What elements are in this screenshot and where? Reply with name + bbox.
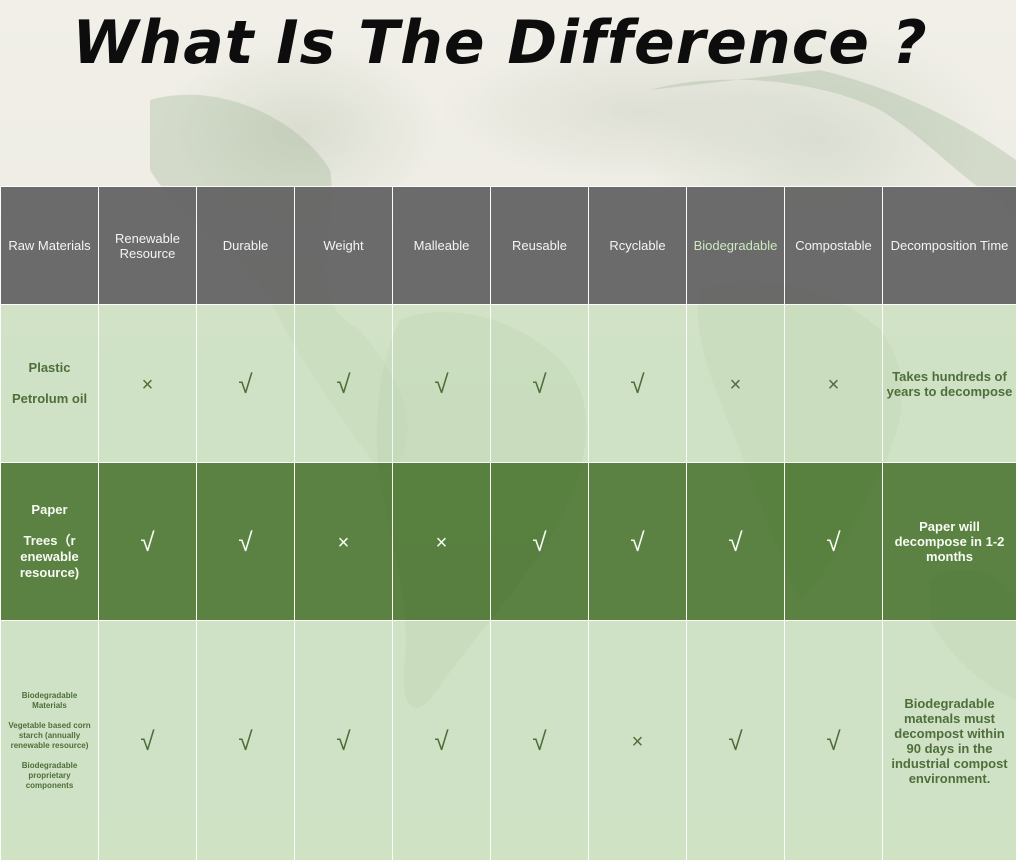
check-mark-icon: √	[434, 726, 448, 756]
mark-renewable: √	[99, 621, 197, 861]
check-mark-icon: √	[728, 726, 742, 756]
check-mark-icon: √	[434, 369, 448, 399]
check-mark-icon: √	[532, 726, 546, 756]
check-mark-icon: √	[630, 527, 644, 557]
raw-material-name: Biodegradable Materials	[4, 691, 95, 711]
check-mark-icon: √	[336, 369, 350, 399]
header-durable: Durable	[197, 187, 295, 305]
mark-biodegradable: √	[687, 463, 785, 621]
header-row: Raw Materials Renewable Resource Durable…	[1, 187, 1016, 305]
mark-biodegradable: ×	[687, 305, 785, 463]
raw-material-source: Trees（r enewable resource)	[4, 533, 95, 581]
decomposition-time-cell: Biodegradable matenals must decompost wi…	[883, 621, 1016, 861]
header-weight: Weight	[295, 187, 393, 305]
check-mark-icon: √	[140, 726, 154, 756]
header-biodegradable: Biodegradable	[687, 187, 785, 305]
mark-reusable: √	[491, 463, 589, 621]
header-renewable-resource: Renewable Resource	[99, 187, 197, 305]
check-mark-icon: √	[826, 726, 840, 756]
check-mark-icon: √	[532, 369, 546, 399]
raw-material-name: Plastic	[4, 360, 95, 376]
mark-compostable: √	[785, 621, 883, 861]
raw-material-cell: Plastic Petrolum oil	[1, 305, 99, 463]
mark-renewable: ×	[99, 305, 197, 463]
decomposition-time-cell: Paper will decompose in 1-2 months	[883, 463, 1016, 621]
raw-material-source: Petrolum oil	[4, 391, 95, 407]
header-compostable: Compostable	[785, 187, 883, 305]
check-mark-icon: √	[630, 369, 644, 399]
mark-compostable: √	[785, 463, 883, 621]
check-mark-icon: √	[238, 726, 252, 756]
cross-mark-icon: ×	[142, 374, 154, 396]
mark-recyclable: √	[589, 463, 687, 621]
raw-material-source: Vegetable based corn starch (annually re…	[4, 721, 95, 751]
check-mark-icon: √	[238, 527, 252, 557]
mark-weight: √	[295, 305, 393, 463]
header-malleable: Malleable	[393, 187, 491, 305]
mark-malleable: √	[393, 621, 491, 861]
check-mark-icon: √	[826, 527, 840, 557]
header-raw-materials: Raw Materials	[1, 187, 99, 305]
mark-biodegradable: √	[687, 621, 785, 861]
mark-reusable: √	[491, 305, 589, 463]
cross-mark-icon: ×	[828, 374, 840, 396]
cross-mark-icon: ×	[436, 532, 448, 554]
page-title: What Is The Difference ?	[0, 8, 1000, 78]
check-mark-icon: √	[728, 527, 742, 557]
mark-compostable: ×	[785, 305, 883, 463]
cross-mark-icon: ×	[632, 731, 644, 753]
check-mark-icon: √	[238, 369, 252, 399]
mark-recyclable: ×	[589, 621, 687, 861]
table-row-plastic: Plastic Petrolum oil × √ √ √ √ √ × × Tak…	[1, 305, 1016, 463]
header-decomposition-time: Decomposition Time	[883, 187, 1016, 305]
raw-material-components: Biodegradable proprietary components	[4, 761, 95, 791]
mark-weight: √	[295, 621, 393, 861]
raw-material-name: Paper	[4, 502, 95, 518]
header-reusable: Reusable	[491, 187, 589, 305]
check-mark-icon: √	[532, 527, 546, 557]
cross-mark-icon: ×	[730, 374, 742, 396]
mark-durable: √	[197, 621, 295, 861]
comparison-table: Raw Materials Renewable Resource Durable…	[0, 186, 1016, 861]
mark-durable: √	[197, 463, 295, 621]
mark-malleable: ×	[393, 463, 491, 621]
decomposition-time-cell: Takes hundreds of years to decompose	[883, 305, 1016, 463]
table-row-biodegradable: Biodegradable Materials Vegetable based …	[1, 621, 1016, 861]
cross-mark-icon: ×	[338, 532, 350, 554]
header-recyclable: Rcyclable	[589, 187, 687, 305]
raw-material-cell: Paper Trees（r enewable resource)	[1, 463, 99, 621]
check-mark-icon: √	[140, 527, 154, 557]
mark-weight: ×	[295, 463, 393, 621]
mark-recyclable: √	[589, 305, 687, 463]
mark-renewable: √	[99, 463, 197, 621]
mark-malleable: √	[393, 305, 491, 463]
mark-reusable: √	[491, 621, 589, 861]
mark-durable: √	[197, 305, 295, 463]
check-mark-icon: √	[336, 726, 350, 756]
table-row-paper: Paper Trees（r enewable resource) √ √ × ×…	[1, 463, 1016, 621]
raw-material-cell: Biodegradable Materials Vegetable based …	[1, 621, 99, 861]
